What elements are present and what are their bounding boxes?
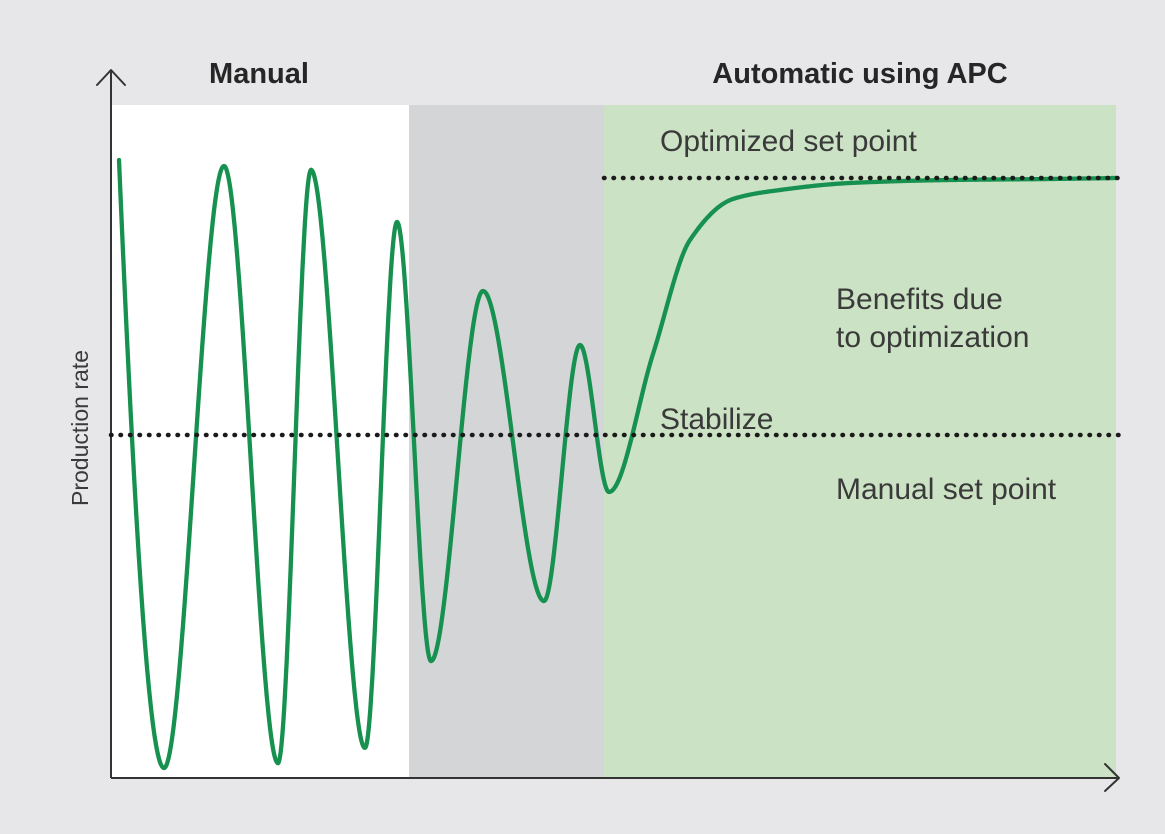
svg-text:Manual: Manual <box>209 58 309 90</box>
svg-text:Optimized set point: Optimized set point <box>660 125 917 158</box>
svg-text:Automatic using APC: Automatic using APC <box>712 58 1007 90</box>
svg-text:to optimization: to optimization <box>836 321 1029 354</box>
svg-text:Production rate: Production rate <box>67 350 93 506</box>
svg-text:Benefits due: Benefits due <box>836 283 1003 316</box>
svg-text:Manual set point: Manual set point <box>836 473 1057 506</box>
svg-text:Stabilize: Stabilize <box>660 403 773 436</box>
